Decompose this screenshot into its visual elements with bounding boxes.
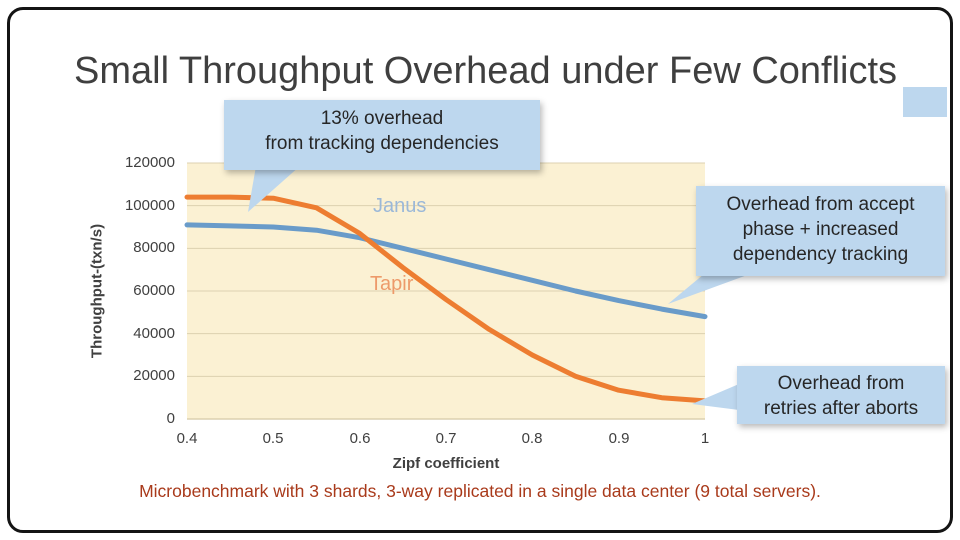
x-axis-title: Zipf coefficient — [392, 455, 500, 472]
callout-line: Overhead from accept — [726, 194, 915, 215]
callout-line: from tracking dependencies — [265, 133, 499, 155]
ytick-label: 80000 — [133, 239, 175, 256]
series-label-janus: Janus — [373, 195, 427, 217]
callout-accept-phase: Overhead from accept phase + increased d… — [696, 186, 945, 276]
xtick-label: 1 — [700, 430, 710, 447]
ytick-label: 60000 — [133, 282, 175, 299]
xtick-label: 0.4 — [176, 430, 198, 447]
xtick-label: 0.6 — [349, 430, 371, 447]
ytick-label: 40000 — [133, 325, 175, 342]
callout-retries-aborts: Overhead from retries after aborts — [737, 366, 945, 424]
slide-title: Small Throughput Overhead under Few Conf… — [74, 50, 898, 92]
callout-line: dependency tracking — [732, 244, 909, 266]
clipped-callout-fragment — [903, 87, 947, 117]
ytick-label: 20000 — [133, 367, 175, 384]
callout-line: phase + increased — [742, 219, 899, 241]
callout-tracking-dependencies: 13% overhead from tracking dependencies — [224, 100, 540, 170]
callout-line: retries after aborts — [763, 398, 919, 420]
xtick-label: 0.8 — [521, 430, 543, 447]
callout-line: 13% overhead — [320, 108, 444, 129]
callout-line: Overhead from — [777, 373, 905, 394]
chart-plot-area: Janus Tapir — [184, 162, 708, 420]
xtick-label: 0.9 — [608, 430, 630, 447]
chart-lines — [184, 162, 708, 420]
series-label-tapir: Tapir — [370, 273, 414, 295]
ytick-label: 120000 — [124, 154, 175, 171]
ytick-label: 0 — [166, 410, 175, 427]
xtick-label: 0.5 — [262, 430, 284, 447]
slide-caption: Microbenchmark with 3 shards, 3-way repl… — [139, 481, 821, 501]
ytick-label: 100000 — [124, 197, 175, 214]
xtick-label: 0.7 — [435, 430, 457, 447]
